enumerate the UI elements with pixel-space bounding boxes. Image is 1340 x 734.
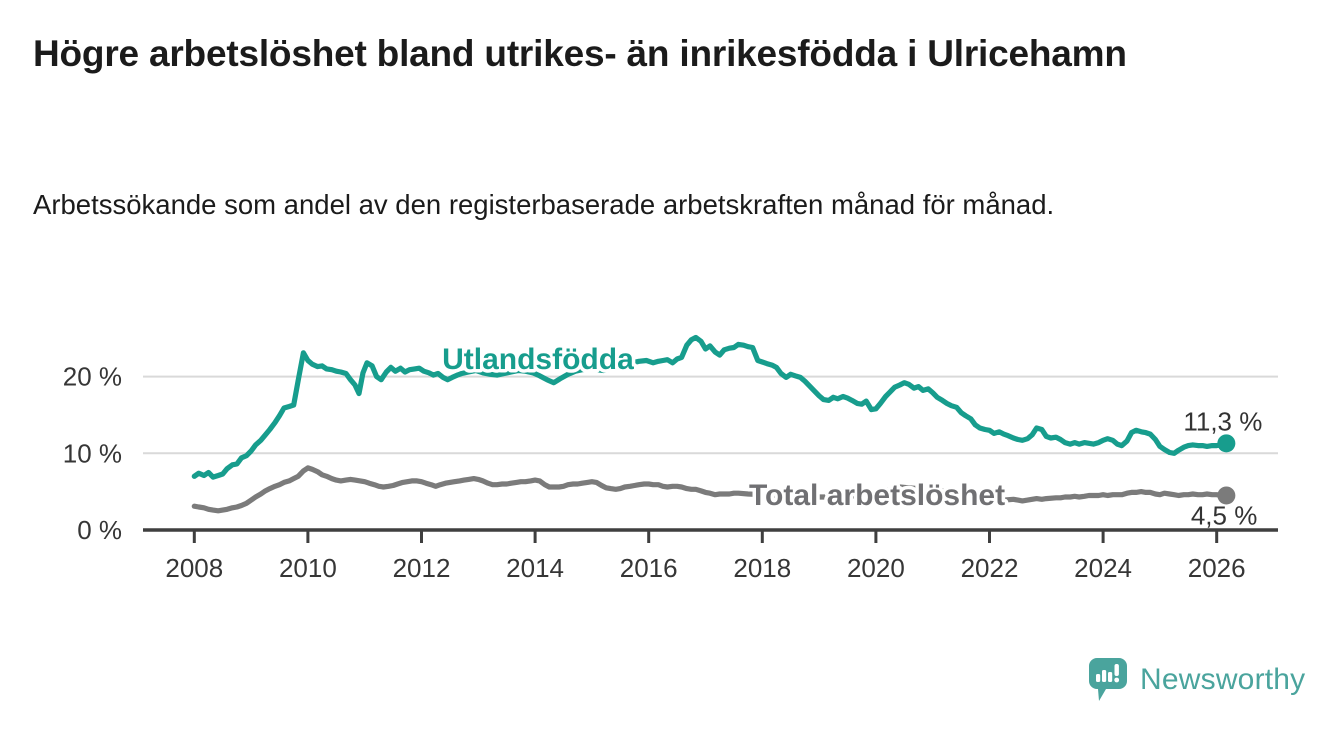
y-tick-label: 10 % [63, 438, 122, 468]
y-tick-label: 20 % [63, 362, 122, 392]
x-tick-label: 2012 [393, 553, 451, 583]
bar-1 [1096, 674, 1101, 682]
x-tick-label: 2010 [279, 553, 337, 583]
exclamation-dot [1114, 677, 1120, 683]
series-line-total-arbetsl-shet [191, 465, 1230, 514]
chart-subtitle: Arbetssökande som andel av den registerb… [33, 189, 1055, 220]
x-tick-label: 2026 [1188, 553, 1246, 583]
x-tick-label: 2008 [165, 553, 223, 583]
x-tick-label: 2024 [1074, 553, 1132, 583]
end-value-label: 4,5 % [1191, 500, 1258, 530]
x-tick-label: 2014 [506, 553, 564, 583]
exclamation-bar [1114, 664, 1119, 676]
chart-title: Högre arbetslöshet bland utrikes- än inr… [33, 33, 1127, 74]
series-label-utlandsf-dda: Utlandsfödda [442, 343, 634, 376]
end-value-label: 11,3 % [1183, 406, 1262, 436]
series-line-utlandsf-dda [191, 334, 1230, 480]
brand-name: Newsworthy [1140, 663, 1306, 696]
bar-3 [1108, 672, 1113, 682]
series-end-dot [1217, 486, 1236, 505]
brand-footer: Newsworthy [1089, 658, 1305, 702]
bar-2 [1102, 670, 1107, 682]
series-label-total-arbetsl-shet: Total arbetslöshet [749, 479, 1005, 512]
x-tick-label: 2018 [733, 553, 791, 583]
x-tick-label: 2020 [847, 553, 905, 583]
newsworthy-logo-icon [1089, 658, 1127, 701]
x-tick-label: 2016 [620, 553, 678, 583]
series-end-dot [1217, 434, 1236, 453]
y-tick-label: 0 % [77, 515, 122, 545]
x-tick-label: 2022 [961, 553, 1019, 583]
